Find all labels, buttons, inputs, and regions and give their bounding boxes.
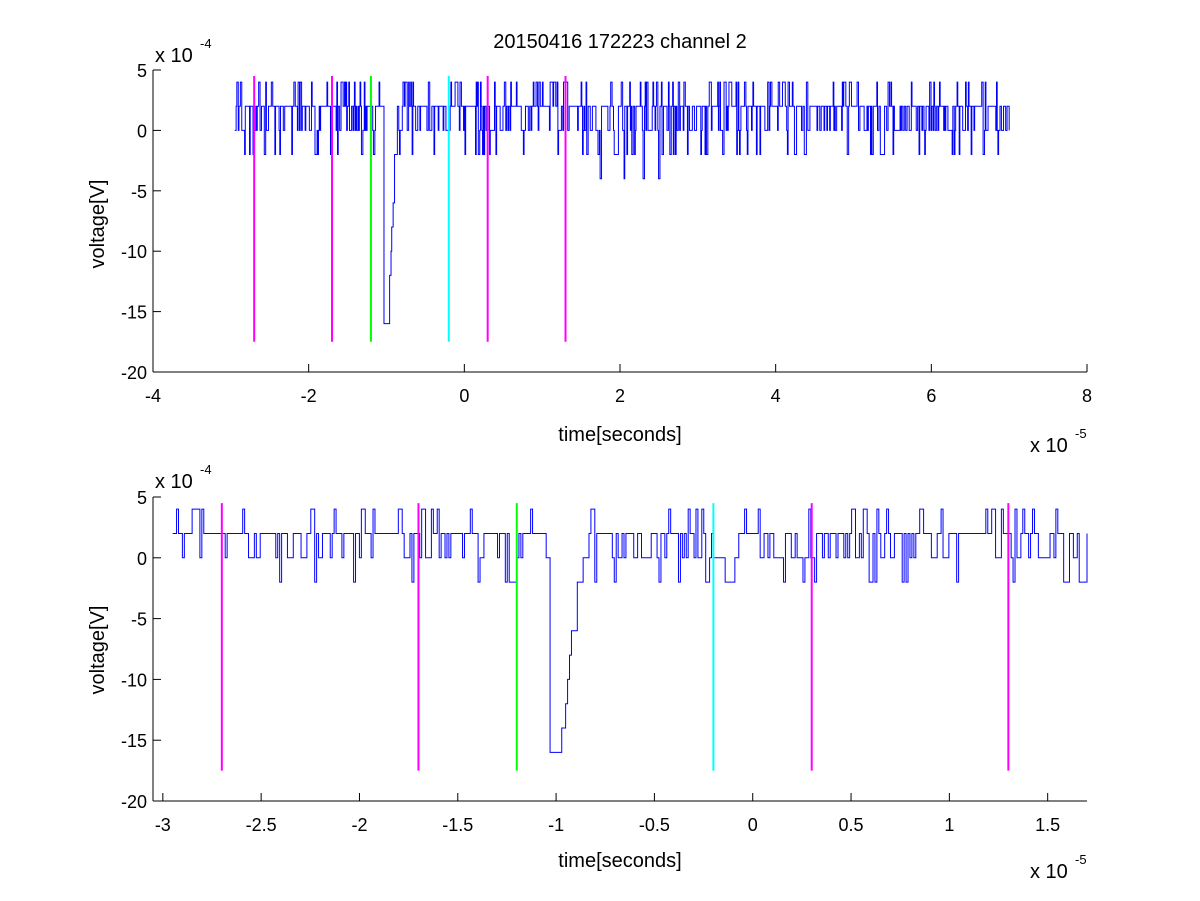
y-tick-label: -10 [121,670,147,690]
x-multiplier-exponent: -5 [1075,852,1087,867]
y-tick-label: -5 [131,610,147,630]
x-tick-label: 1.5 [1035,815,1060,835]
x-tick-label: 0 [459,386,469,406]
x-tick-label: 8 [1082,386,1092,406]
x-tick-label: -2 [301,386,317,406]
x-multiplier-exponent: -5 [1075,426,1087,441]
x-tick-label: 1 [944,815,954,835]
y-multiplier: x 10 -4 [155,36,212,67]
y-multiplier: x 10 -4 [155,462,212,493]
x-tick-label: -1.5 [442,815,473,835]
signal-series [172,508,1088,753]
x-multiplier: x 10 -5 [1030,852,1087,883]
y-tick-label: -20 [121,792,147,812]
x-tick-label: 4 [771,386,781,406]
x-multiplier-base: x 10 [1030,435,1068,457]
x-tick-label: -3 [155,815,171,835]
y-tick-label: -20 [121,363,147,383]
chart-title: 20150416 172223 channel 2 [493,31,747,53]
x-tick-label: -2 [351,815,367,835]
x-tick-label: 0.5 [839,815,864,835]
y-tick-label: -15 [121,731,147,751]
y-tick-label: 0 [137,121,147,141]
y-tick-label: 0 [137,549,147,569]
subplot-top: 20150416 172223 channel 2 x 10 -4 5 0 -5 -1… [87,31,1092,457]
y-axis-label: voltage[V] [87,180,109,269]
y-multiplier-base: x 10 [155,45,193,67]
y-tick-label: -15 [121,303,147,323]
x-multiplier-base: x 10 [1030,861,1068,883]
y-tick-label: -5 [131,182,147,202]
y-multiplier-base: x 10 [155,471,193,493]
x-tick-label: -4 [145,386,161,406]
x-tick-label: 6 [926,386,936,406]
x-axis-label: time[seconds] [558,850,681,872]
subplot-bottom: x 10 -4 5 0 -5 -10 -15 -20 -3 -2.5 -2 -1.5 -1 -0.5 0… [87,462,1088,883]
x-tick-label: -0.5 [639,815,670,835]
y-multiplier-exponent: -4 [200,36,212,51]
signal-series [234,81,1010,325]
y-tick-label: 5 [137,61,147,81]
x-tick-label: 2 [615,386,625,406]
x-tick-label: -1 [548,815,564,835]
y-multiplier-exponent: -4 [200,462,212,477]
x-tick-label: -2.5 [246,815,277,835]
x-multiplier: x 10 -5 [1030,426,1087,457]
x-tick-label: 0 [748,815,758,835]
x-axis-label: time[seconds] [558,424,681,446]
plot-area: 5 0 -5 -10 -15 -20 -3 -2.5 -2 -1.5 -1 -0.5 0 0.5 1 1.5 [121,488,1088,835]
plot-area: 50-5-10-15-20-4 -2 0 2 4 6 8 [121,61,1092,406]
y-axis-label: voltage[V] [87,606,109,695]
y-tick-label: 5 [137,488,147,508]
y-tick-label: -10 [121,242,147,262]
